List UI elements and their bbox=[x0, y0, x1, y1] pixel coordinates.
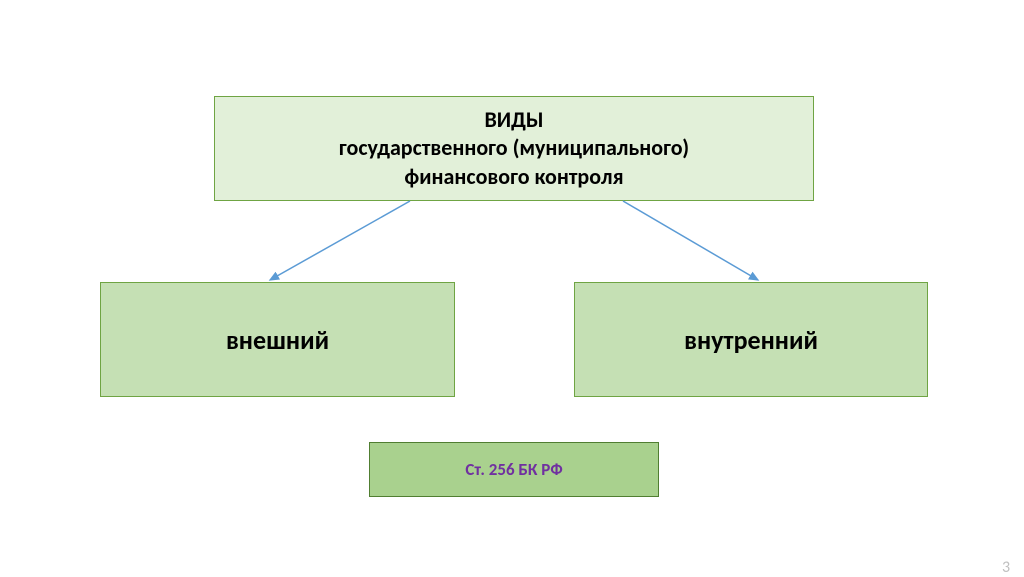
left-child-label: внешний bbox=[226, 324, 329, 356]
right-child-box: внутренний bbox=[574, 282, 928, 397]
title-line1: ВИДЫ bbox=[484, 106, 543, 135]
arrow-to-right bbox=[623, 201, 758, 280]
title-box: ВИДЫ государственного (муниципального) ф… bbox=[214, 96, 814, 201]
right-child-label: внутренний bbox=[684, 324, 818, 356]
left-child-box: внешний bbox=[100, 282, 455, 397]
title-line2: государственного (муниципального) bbox=[339, 134, 689, 163]
footer-reference-label: Ст. 256 БК РФ bbox=[465, 459, 562, 480]
arrow-to-left bbox=[270, 201, 410, 280]
page-number: 3 bbox=[1002, 558, 1010, 577]
title-line3: финансового контроля bbox=[404, 163, 623, 192]
footer-reference-box: Ст. 256 БК РФ bbox=[369, 442, 659, 497]
